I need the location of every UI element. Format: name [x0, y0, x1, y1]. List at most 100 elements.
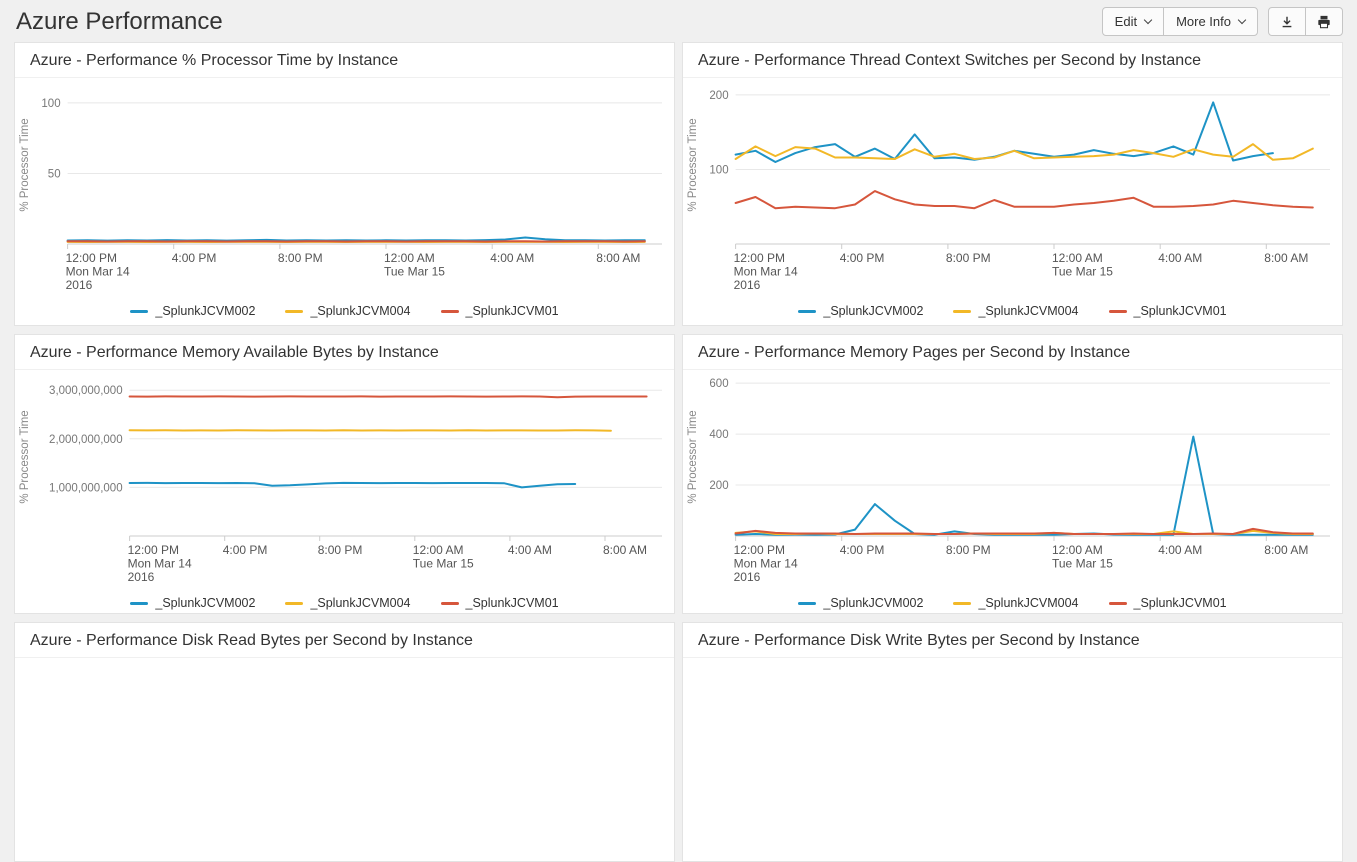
legend-label: _SplunkJCVM004: [978, 304, 1079, 318]
svg-text:Mon Mar 14: Mon Mar 14: [734, 265, 798, 279]
legend-swatch: [130, 309, 149, 313]
dashboard-grid: Azure - Performance % Processor Time by …: [0, 42, 1357, 862]
svg-text:4:00 PM: 4:00 PM: [172, 251, 217, 265]
legend-swatch: [285, 309, 304, 313]
legend-item[interactable]: _SplunkJCVM002: [130, 596, 255, 610]
panel-title: Azure - Performance Disk Read Bytes per …: [15, 623, 674, 658]
legend-label: _SplunkJCVM004: [310, 304, 411, 318]
chart-legend: _SplunkJCVM002 _SplunkJCVM004 _SplunkJCVM0…: [683, 590, 1342, 613]
legend-item[interactable]: _SplunkJCVM002: [130, 304, 255, 318]
svg-text:8:00 PM: 8:00 PM: [278, 251, 323, 265]
legend-item[interactable]: _SplunkJCVM004: [953, 304, 1079, 318]
more-info-button[interactable]: More Info: [1163, 7, 1258, 36]
svg-text:3,000,000,000: 3,000,000,000: [49, 385, 123, 397]
legend-swatch: [798, 601, 817, 605]
legend-item[interactable]: _SplunkJCVM002: [798, 304, 923, 318]
svg-text:12:00 PM: 12:00 PM: [128, 543, 179, 557]
svg-text:4:00 PM: 4:00 PM: [223, 543, 268, 557]
svg-text:600: 600: [709, 378, 728, 390]
legend-swatch: [1108, 309, 1127, 313]
panel-title: Azure - Performance % Processor Time by …: [15, 43, 674, 78]
svg-text:8:00 AM: 8:00 AM: [596, 251, 640, 265]
legend-label: _SplunkJCVM01: [465, 596, 559, 610]
svg-text:8:00 AM: 8:00 AM: [1264, 251, 1308, 265]
legend-item[interactable]: _SplunkJCVM004: [285, 304, 411, 318]
svg-text:8:00 PM: 8:00 PM: [946, 543, 991, 557]
svg-text:2016: 2016: [66, 278, 93, 292]
line-chart-context-switches[interactable]: 100 200 12:00 PM Mon Mar 14 2016 4:00 PM 8:00 …: [683, 78, 1342, 298]
svg-text:12:00 AM: 12:00 AM: [1052, 543, 1103, 557]
svg-text:100: 100: [41, 98, 60, 110]
legend-item[interactable]: _SplunkJCVM004: [953, 596, 1079, 610]
svg-text:400: 400: [709, 429, 728, 441]
legend-label: _SplunkJCVM002: [823, 304, 924, 318]
svg-text:4:00 PM: 4:00 PM: [840, 543, 885, 557]
svg-text:Tue Mar 15: Tue Mar 15: [1052, 557, 1113, 571]
svg-text:12:00 AM: 12:00 AM: [384, 251, 435, 265]
legend-item[interactable]: _SplunkJCVM01: [440, 596, 559, 610]
legend-label: _SplunkJCVM002: [155, 304, 256, 318]
legend-swatch: [953, 309, 972, 313]
svg-text:2016: 2016: [734, 278, 761, 292]
edit-button-label: Edit: [1114, 14, 1138, 29]
svg-text:2,000,000,000: 2,000,000,000: [49, 434, 123, 446]
legend-label: _SplunkJCVM004: [310, 596, 411, 610]
legend-label: _SplunkJCVM01: [1133, 304, 1227, 318]
print-icon: [1318, 15, 1330, 28]
svg-text:8:00 AM: 8:00 AM: [603, 543, 647, 557]
more-info-button-label: More Info: [1176, 14, 1231, 29]
svg-text:% Processor Time: % Processor Time: [687, 410, 699, 503]
svg-text:8:00 AM: 8:00 AM: [1264, 543, 1308, 557]
legend-swatch: [440, 309, 459, 313]
svg-text:Tue Mar 15: Tue Mar 15: [1052, 265, 1113, 279]
export-button[interactable]: [1268, 7, 1306, 36]
edit-button-group: Edit More Info: [1101, 7, 1258, 36]
svg-text:12:00 PM: 12:00 PM: [66, 251, 117, 265]
svg-text:8:00 PM: 8:00 PM: [318, 543, 363, 557]
print-button[interactable]: [1305, 7, 1343, 36]
chart-placeholder: [15, 658, 674, 861]
legend-label: _SplunkJCVM004: [978, 596, 1079, 610]
svg-text:200: 200: [709, 480, 728, 492]
svg-text:Mon Mar 14: Mon Mar 14: [734, 557, 798, 571]
chart-legend: _SplunkJCVM002 _SplunkJCVM004 _SplunkJCVM0…: [15, 590, 674, 613]
svg-text:Tue Mar 15: Tue Mar 15: [384, 265, 445, 279]
svg-text:Mon Mar 14: Mon Mar 14: [128, 557, 192, 571]
panel-title: Azure - Performance Thread Context Switc…: [683, 43, 1342, 78]
edit-button[interactable]: Edit: [1101, 7, 1165, 36]
line-chart-memory-pages[interactable]: 200 400 600 12:00 PM Mon Mar 14 2016 4:00 PM 8:…: [683, 370, 1342, 590]
svg-text:12:00 AM: 12:00 AM: [1052, 251, 1103, 265]
panel-processor-time: Azure - Performance % Processor Time by …: [14, 42, 675, 326]
legend-swatch: [798, 309, 817, 313]
legend-label: _SplunkJCVM01: [1133, 596, 1227, 610]
panel-context-switches: Azure - Performance Thread Context Switc…: [682, 42, 1343, 326]
legend-item[interactable]: _SplunkJCVM002: [798, 596, 923, 610]
svg-text:% Processor Time: % Processor Time: [19, 118, 31, 211]
dashboard-header: Azure Performance Edit More Info: [0, 0, 1357, 42]
legend-swatch: [953, 601, 972, 605]
svg-text:12:00 PM: 12:00 PM: [734, 251, 785, 265]
panel-disk-read: Azure - Performance Disk Read Bytes per …: [14, 622, 675, 862]
legend-item[interactable]: _SplunkJCVM01: [440, 304, 559, 318]
svg-text:2016: 2016: [734, 570, 761, 584]
chart-legend: _SplunkJCVM002 _SplunkJCVM004 _SplunkJCVM0…: [15, 298, 674, 324]
chart-legend: _SplunkJCVM002 _SplunkJCVM004 _SplunkJCVM0…: [683, 298, 1342, 324]
svg-text:1,000,000,000: 1,000,000,000: [49, 482, 123, 494]
svg-text:4:00 AM: 4:00 AM: [508, 543, 552, 557]
legend-item[interactable]: _SplunkJCVM01: [1108, 596, 1227, 610]
panel-memory-pages: Azure - Performance Memory Pages per Sec…: [682, 334, 1343, 614]
export-button-group: [1268, 7, 1343, 36]
download-icon: [1282, 16, 1292, 27]
legend-swatch: [1108, 601, 1127, 605]
svg-text:Mon Mar 14: Mon Mar 14: [66, 265, 130, 279]
header-actions: Edit More Info: [1101, 7, 1343, 36]
svg-text:4:00 PM: 4:00 PM: [840, 251, 885, 265]
panel-title: Azure - Performance Disk Write Bytes per…: [683, 623, 1342, 658]
line-chart-memory-available[interactable]: 1,000,000,000 2,000,000,000 3,000,000,000 1…: [15, 370, 674, 590]
svg-text:4:00 AM: 4:00 AM: [1158, 251, 1202, 265]
svg-text:100: 100: [709, 165, 728, 177]
line-chart-processor-time[interactable]: 50 100 12:00 PM Mon Mar 14 2016 4:00 PM 8:00 P…: [15, 78, 674, 298]
panel-title: Azure - Performance Memory Available Byt…: [15, 335, 674, 370]
legend-item[interactable]: _SplunkJCVM004: [285, 596, 411, 610]
legend-item[interactable]: _SplunkJCVM01: [1108, 304, 1227, 318]
